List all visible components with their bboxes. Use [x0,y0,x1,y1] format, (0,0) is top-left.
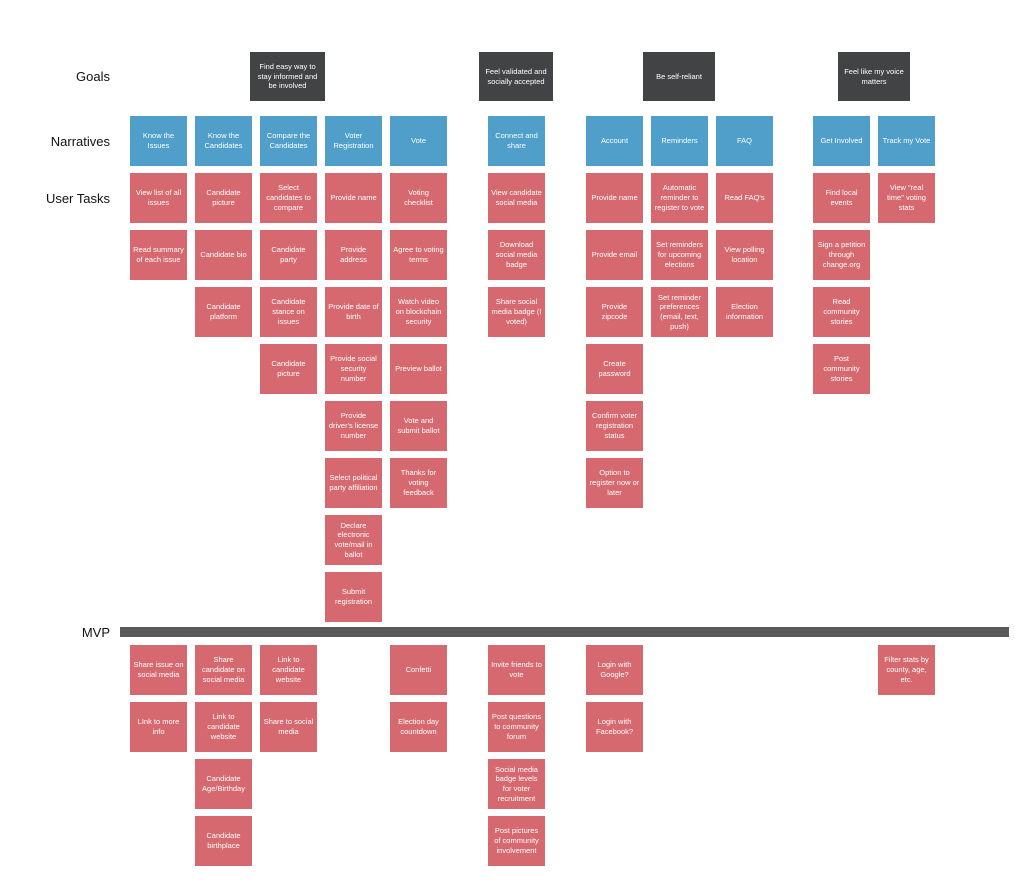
task-card: Provide email [586,230,643,280]
mvp-task-card: Election day countdown [390,702,447,752]
task-card: Election information [716,287,773,337]
mvp-task-card: Post pictures of community involvement [488,816,545,866]
task-card: Option to register now or later [586,458,643,508]
task-card: Submit registration [325,572,382,622]
task-card: Candidate party [260,230,317,280]
narrative-card: Account [586,116,643,166]
goal-card: Feel validated and socially accepted [479,52,553,101]
narrative-card: Reminders [651,116,708,166]
task-card: View candidate social media [488,173,545,223]
goal-card: Find easy way to stay informed and be in… [250,52,325,101]
task-card: Candidate picture [195,173,252,223]
task-card: Preview ballot [390,344,447,394]
goal-card: Feel like my voice matters [838,52,910,101]
task-card: Watch video on blockchain security [390,287,447,337]
narrative-card: Know the Candidates [195,116,252,166]
task-card: Share social media badge (I voted) [488,287,545,337]
mvp-task-card: Login with Google? [586,645,643,695]
task-card: Provide social security number [325,344,382,394]
task-card: View "real time" voting stats [878,173,935,223]
task-card: Provide date of birth [325,287,382,337]
task-card: Provide name [586,173,643,223]
task-card: Vote and submit ballot [390,401,447,451]
narrative-card: FAQ [716,116,773,166]
narrative-card: Connect and share [488,116,545,166]
row-label-narratives: Narratives [50,134,110,149]
mvp-task-card: Login with Facebook? [586,702,643,752]
task-card: Voting checklist [390,173,447,223]
narrative-card: Get Involved [813,116,870,166]
task-card: Candidate bio [195,230,252,280]
task-card: Set reminder preferences (email, text, p… [651,287,708,337]
task-card: Candidate platform [195,287,252,337]
task-card: Provide name [325,173,382,223]
task-card: Find local events [813,173,870,223]
narrative-card: Know the Issues [130,116,187,166]
task-card: Confirm voter registration status [586,401,643,451]
mvp-task-card: Invite friends to vote [488,645,545,695]
mvp-task-card: Link to candidate website [260,645,317,695]
task-card: Automatic reminder to register to vote [651,173,708,223]
task-card: Candidate stance on issues [260,287,317,337]
task-card: Select political party affiliation [325,458,382,508]
task-card: Select candidates to compare [260,173,317,223]
task-card: View polling location [716,230,773,280]
row-label-user-tasks: User Tasks [45,191,110,206]
mvp-task-card: Confetti [390,645,447,695]
narrative-card: Track my Vote [878,116,935,166]
task-card: Post community stories [813,344,870,394]
mvp-task-card: Candidate birthplace [195,816,252,866]
narrative-card: Voter Registration [325,116,382,166]
mvp-task-card: Candidate Age/Birthday [195,759,252,809]
row-label-mvp: MVP [81,625,110,640]
mvp-task-card: Post questions to community forum [488,702,545,752]
task-card: Read community stories [813,287,870,337]
row-label-goals: Goals [76,69,110,84]
mvp-task-card: Share issue on social media [130,645,187,695]
task-card: Provide driver's license number [325,401,382,451]
task-card: Create password [586,344,643,394]
narrative-card: Compare the Candidates [260,116,317,166]
task-card: Agree to voting terms [390,230,447,280]
goal-card: Be self-reliant [643,52,715,101]
task-card: Set reminders for upcoming elections [651,230,708,280]
mvp-task-card: Share to social media [260,702,317,752]
task-card: Read FAQ's [716,173,773,223]
mvp-divider-bar [120,627,1009,637]
task-card: Declare electronic vote/mail in ballot [325,515,382,565]
task-card: Candidate picture [260,344,317,394]
narrative-card: Vote [390,116,447,166]
task-card: Provide address [325,230,382,280]
task-card: Provide zipcode [586,287,643,337]
mvp-task-card: Link to candidate website [195,702,252,752]
mvp-task-card: Filter stats by county, age, etc. [878,645,935,695]
mvp-task-card: Share candidate on social media [195,645,252,695]
mvp-task-card: LInk to more info [130,702,187,752]
task-card: Download social media badge [488,230,545,280]
task-card: Thanks for voting feedback [390,458,447,508]
task-card: Sign a petition through change.org [813,230,870,280]
task-card: Read summary of each issue [130,230,187,280]
mvp-task-card: Social media badge levels for voter recr… [488,759,545,809]
task-card: View list of all issues [130,173,187,223]
